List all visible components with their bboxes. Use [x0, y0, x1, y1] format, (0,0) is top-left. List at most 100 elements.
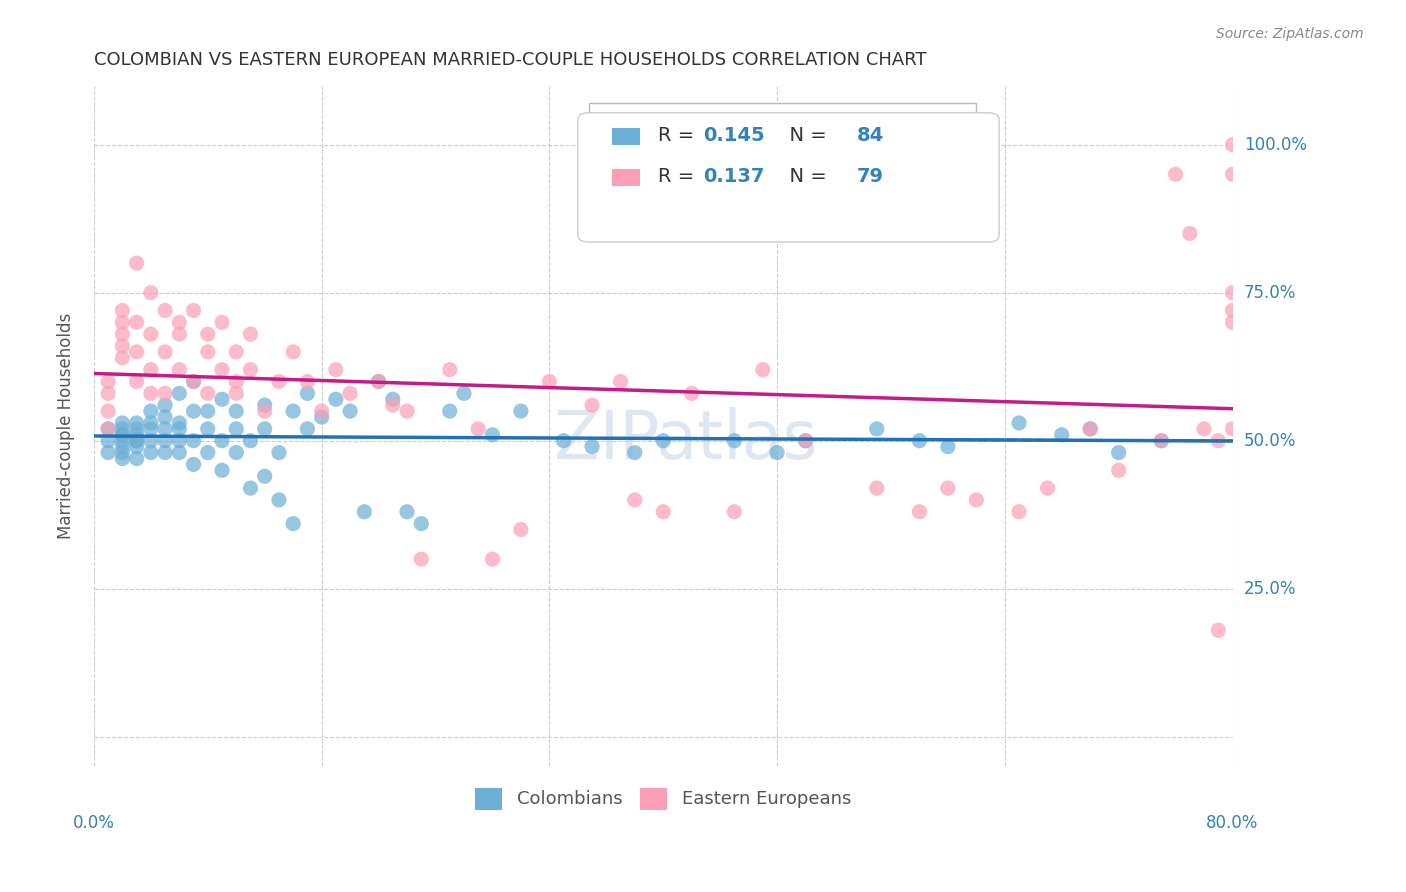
Eastern Europeans [111, 303, 134, 318]
Text: 100.0%: 100.0% [1244, 136, 1306, 153]
Colombians [169, 445, 191, 459]
Eastern Europeans [538, 375, 561, 389]
Colombians [183, 404, 205, 418]
Eastern Europeans [169, 327, 191, 342]
Colombians [197, 404, 219, 418]
Colombians [1150, 434, 1173, 448]
Eastern Europeans [311, 404, 333, 418]
Colombians [97, 445, 120, 459]
Eastern Europeans [97, 386, 120, 401]
Colombians [97, 434, 120, 448]
Colombians [125, 427, 148, 442]
Text: 25.0%: 25.0% [1244, 580, 1296, 598]
Colombians [253, 398, 276, 412]
Text: COLOMBIAN VS EASTERN EUROPEAN MARRIED-COUPLE HOUSEHOLDS CORRELATION CHART: COLOMBIAN VS EASTERN EUROPEAN MARRIED-CO… [94, 51, 927, 69]
Eastern Europeans [367, 375, 389, 389]
Colombians [396, 505, 419, 519]
Eastern Europeans [752, 362, 775, 376]
Colombians [169, 434, 191, 448]
Bar [589, 103, 976, 208]
Text: R =: R = [658, 127, 700, 145]
Colombians [111, 422, 134, 436]
Eastern Europeans [125, 256, 148, 270]
Eastern Europeans [283, 345, 305, 359]
Eastern Europeans [239, 327, 262, 342]
Eastern Europeans [111, 351, 134, 365]
Text: 0.0%: 0.0% [73, 814, 115, 832]
Colombians [225, 404, 247, 418]
Colombians [183, 434, 205, 448]
Colombians [139, 445, 162, 459]
Eastern Europeans [139, 285, 162, 300]
Colombians [169, 422, 191, 436]
Eastern Europeans [965, 492, 987, 507]
Eastern Europeans [481, 552, 503, 566]
Colombians [297, 386, 319, 401]
Colombians [325, 392, 347, 407]
Colombians [253, 422, 276, 436]
Colombians [581, 440, 603, 454]
Eastern Europeans [111, 315, 134, 329]
Eastern Europeans [239, 362, 262, 376]
Eastern Europeans [125, 345, 148, 359]
Colombians [139, 434, 162, 448]
Eastern Europeans [169, 315, 191, 329]
Colombians [766, 445, 789, 459]
Text: 50.0%: 50.0% [1244, 432, 1296, 450]
Eastern Europeans [325, 362, 347, 376]
Colombians [111, 445, 134, 459]
Bar [612, 169, 641, 186]
Colombians [283, 516, 305, 531]
FancyBboxPatch shape [578, 112, 1000, 242]
Colombians [197, 445, 219, 459]
Colombians [1008, 416, 1031, 430]
Colombians [125, 434, 148, 448]
Eastern Europeans [1222, 137, 1244, 152]
Eastern Europeans [139, 327, 162, 342]
Text: R =: R = [658, 167, 700, 186]
Colombians [111, 451, 134, 466]
Colombians [139, 416, 162, 430]
Colombians [553, 434, 575, 448]
Colombians [439, 404, 461, 418]
Colombians [153, 422, 176, 436]
Colombians [211, 392, 233, 407]
Eastern Europeans [97, 422, 120, 436]
Colombians [139, 422, 162, 436]
Eastern Europeans [225, 386, 247, 401]
Colombians [453, 386, 475, 401]
Eastern Europeans [467, 422, 489, 436]
Eastern Europeans [253, 404, 276, 418]
Colombians [936, 440, 959, 454]
Colombians [267, 445, 290, 459]
Eastern Europeans [111, 339, 134, 353]
Colombians [339, 404, 361, 418]
Colombians [253, 469, 276, 483]
Eastern Europeans [183, 303, 205, 318]
Bar [612, 128, 641, 145]
Colombians [267, 492, 290, 507]
Colombians [225, 422, 247, 436]
Text: 79: 79 [856, 167, 884, 186]
Eastern Europeans [623, 492, 645, 507]
Colombians [311, 410, 333, 425]
Eastern Europeans [1192, 422, 1215, 436]
Colombians [125, 440, 148, 454]
Colombians [1050, 427, 1073, 442]
Eastern Europeans [111, 327, 134, 342]
Colombians [153, 445, 176, 459]
Colombians [1078, 422, 1101, 436]
Text: 75.0%: 75.0% [1244, 284, 1296, 301]
Colombians [153, 398, 176, 412]
Eastern Europeans [581, 398, 603, 412]
Colombians [153, 410, 176, 425]
Eastern Europeans [169, 362, 191, 376]
Colombians [794, 434, 817, 448]
Eastern Europeans [1164, 167, 1187, 181]
Colombians [125, 416, 148, 430]
Legend: Colombians, Eastern Europeans: Colombians, Eastern Europeans [467, 779, 860, 819]
Eastern Europeans [125, 315, 148, 329]
Eastern Europeans [1078, 422, 1101, 436]
Eastern Europeans [1178, 227, 1201, 241]
Text: 0.145: 0.145 [703, 127, 765, 145]
